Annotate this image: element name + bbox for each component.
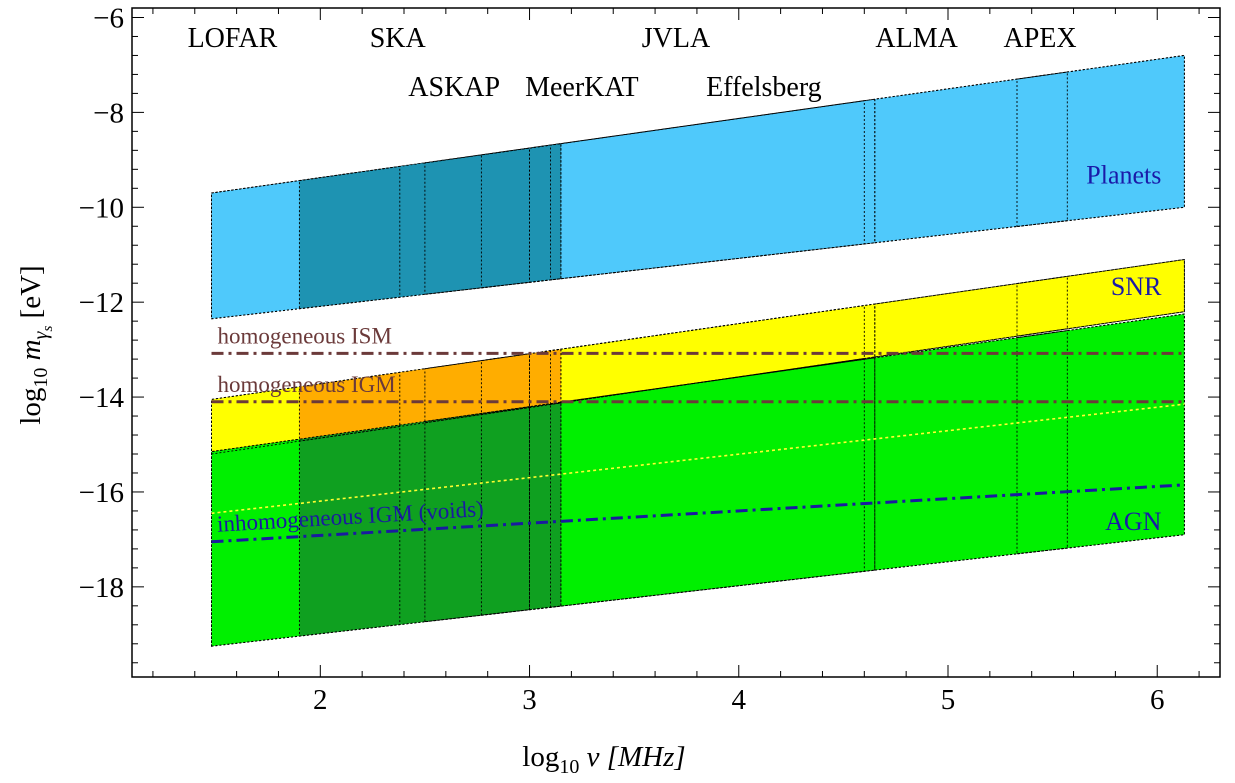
y-tick-label: −18 [79,572,124,604]
overlap-layer [299,143,561,637]
ticks-layer [132,8,1220,677]
overlap-ska-planets [299,143,561,309]
x-axis-title: log10 ν [MHz] [522,741,685,778]
x-tick-label: 6 [1150,684,1165,716]
y-tick-label: −8 [93,97,124,129]
telescope-label-jvla: JVLA [642,23,711,54]
x-tick-label: 5 [941,684,956,716]
outline-apex-agn [1016,330,1068,555]
telescope-outlines [211,54,1185,647]
outline-alma-snr [874,258,1185,358]
telescope-label-lofar: LOFAR [188,23,278,54]
telescope-label-alma: ALMA [875,23,958,54]
label-homogeneous-igm: homogeneous IGM [218,372,396,397]
telescope-label-effelsberg: Effelsberg [706,72,822,103]
category-label-snr: SNR [1111,272,1162,301]
outline-alma-agn [874,313,1185,571]
category-label-planets: Planets [1086,161,1161,190]
telescope-label-meerkat: MeerKAT [525,72,639,103]
y-axis-title: log10 mγs [eV] [15,265,56,424]
telescope-label-ska: SKA [370,23,427,54]
outline-apex-snr [1016,275,1068,337]
plot-frame [131,7,1221,678]
snr-lower-edge-line [211,403,1185,515]
telescope-label-askap: ASKAP [408,72,500,103]
y-tick-label: −12 [79,287,124,319]
x-tick-label: 3 [522,684,537,716]
y-tick-label: −6 [93,2,124,34]
reference-lines-layer [211,351,1185,544]
overlap-ska-agn [299,402,561,637]
outline-askap-planets [424,147,530,295]
x-tick-label: 2 [313,684,328,716]
outline-effelsberg-planets [550,98,876,281]
category-label-agn: AGN [1105,507,1162,536]
outline-effelsberg-agn [550,357,876,608]
outline-alma-planets [874,54,1185,244]
label-homogeneous-ism: homogeneous ISM [218,323,392,348]
outline-ska-agn [298,401,562,637]
overlap-ska-snr [299,349,561,442]
outline-ska-planets [298,143,562,310]
x-tick-label: 4 [732,684,747,716]
y-tick-label: −10 [79,192,124,224]
outline-askap-agn [424,406,530,623]
outline-apex-planets [1016,71,1068,228]
y-tick-label: −16 [79,477,124,509]
y-tick-label: −14 [79,382,125,414]
telescope-label-apex: APEX [1003,23,1076,54]
